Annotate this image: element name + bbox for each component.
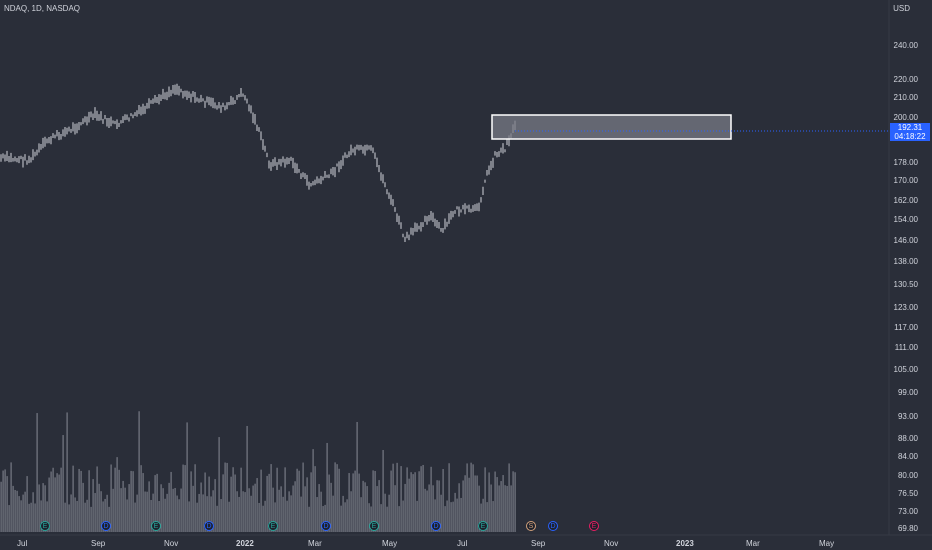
price-axis-label: 105.00 bbox=[893, 365, 918, 374]
price-axis-label: 138.00 bbox=[893, 257, 918, 266]
price-axis-label: 170.00 bbox=[893, 176, 918, 185]
price-axis-label: 154.00 bbox=[893, 215, 918, 224]
price-axis-label: 99.00 bbox=[897, 388, 918, 397]
dividend-marker[interactable]: D bbox=[548, 521, 558, 531]
earnings-marker[interactable]: E bbox=[151, 521, 161, 531]
time-axis-label: Mar bbox=[308, 539, 322, 548]
last-price-value: 192.31 bbox=[897, 123, 923, 132]
price-axis-label: 210.00 bbox=[893, 93, 918, 102]
dividend-marker[interactable]: D bbox=[204, 521, 214, 531]
dividend-marker[interactable]: D bbox=[101, 521, 111, 531]
currency-label: USD bbox=[893, 4, 910, 13]
price-axis-label: 117.00 bbox=[894, 323, 918, 332]
price-axis-label: 240.00 bbox=[893, 41, 918, 50]
price-axis-label: 162.00 bbox=[893, 196, 918, 205]
last-price-label: 192.31 04:18:22 bbox=[890, 123, 930, 141]
earnings-marker[interactable]: E bbox=[478, 521, 488, 531]
time-axis-label: Jul bbox=[457, 539, 468, 548]
earnings-marker[interactable]: E bbox=[369, 521, 379, 531]
price-axis-label: 84.00 bbox=[897, 452, 918, 461]
price-axis-label: 200.00 bbox=[893, 113, 918, 122]
price-axis-label: 220.00 bbox=[893, 75, 918, 84]
earnings-marker[interactable]: E bbox=[268, 521, 278, 531]
time-axis-label: Jul bbox=[17, 539, 28, 548]
earnings-marker[interactable]: E bbox=[589, 521, 599, 531]
price-axis-label: 123.00 bbox=[893, 303, 918, 312]
price-axis-label: 76.50 bbox=[897, 489, 918, 498]
time-axis-label: 2023 bbox=[676, 539, 694, 548]
price-axis-label: 146.00 bbox=[893, 236, 918, 245]
split-marker[interactable]: S bbox=[526, 521, 536, 531]
price-axis-label: 73.00 bbox=[897, 507, 918, 516]
price-axis-label: 130.50 bbox=[893, 280, 918, 289]
time-axis-label: Sep bbox=[91, 539, 106, 548]
time-axis-label: May bbox=[382, 539, 398, 548]
price-axis-label: 88.00 bbox=[897, 434, 918, 443]
dividend-marker[interactable]: D bbox=[321, 521, 331, 531]
time-axis-label: Mar bbox=[746, 539, 760, 548]
price-axis-label: 178.00 bbox=[893, 158, 918, 167]
price-axis-label: 69.80 bbox=[897, 524, 918, 533]
price-axis-label: 93.00 bbox=[897, 412, 918, 421]
rectangle-drawing[interactable] bbox=[491, 114, 732, 140]
earnings-marker[interactable]: E bbox=[40, 521, 50, 531]
time-axis-label: 2022 bbox=[236, 539, 254, 548]
time-axis-label: Nov bbox=[604, 539, 619, 548]
volume-bars bbox=[0, 411, 516, 532]
price-axis-label: 80.00 bbox=[897, 471, 918, 480]
price-bars bbox=[0, 83, 516, 243]
symbol-title[interactable]: NDAQ, 1D, NASDAQ bbox=[4, 4, 81, 13]
dividend-marker[interactable]: D bbox=[431, 521, 441, 531]
time-axis-label: Sep bbox=[531, 539, 546, 548]
time-axis-label: May bbox=[819, 539, 835, 548]
price-axis-label: 111.00 bbox=[894, 343, 918, 352]
time-axis-label: Nov bbox=[164, 539, 179, 548]
bar-countdown: 04:18:22 bbox=[894, 132, 926, 141]
